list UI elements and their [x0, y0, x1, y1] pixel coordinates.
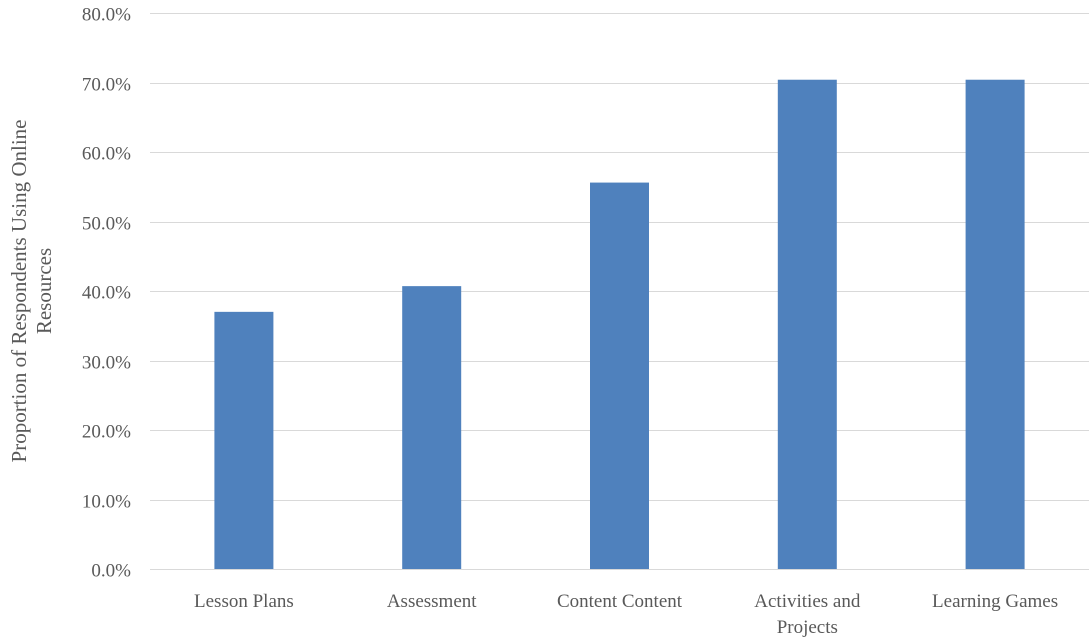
y-tick-label: 60.0%: [82, 144, 131, 165]
y-tick-label: 0.0%: [91, 561, 131, 582]
x-category-label-line: Assessment: [387, 591, 477, 612]
y-tick-label: 10.0%: [82, 492, 131, 513]
y-axis-title: Proportion of Respondents Using OnlineRe…: [7, 120, 56, 463]
x-axis-categories: Lesson Plans Assessment Content Content Act…: [194, 591, 1058, 638]
y-axis-ticks: 0.0% 10.0% 20.0% 30.0% 40.0% 50.0% 60.0% 70.0% 8…: [82, 5, 131, 582]
y-tick-label: 20.0%: [82, 422, 131, 443]
y-axis-title-line: Resources: [32, 248, 56, 334]
x-category-label-line: Activities and: [754, 591, 861, 612]
x-category-label-line: Content Content: [557, 591, 683, 612]
x-category-label-line: Projects: [777, 617, 838, 638]
bars: [214, 79, 1025, 569]
x-category-label: Content Content: [557, 591, 683, 612]
bar: [777, 79, 837, 569]
y-tick-label: 40.0%: [82, 283, 131, 304]
x-category-label-line: Lesson Plans: [194, 591, 294, 612]
x-category-label: Lesson Plans: [194, 591, 294, 612]
bar: [402, 286, 462, 569]
y-axis-title-line: Proportion of Respondents Using Online: [7, 120, 31, 463]
y-tick-label: 80.0%: [82, 5, 131, 26]
x-category-label-line: Learning Games: [932, 591, 1058, 612]
bar: [965, 79, 1025, 569]
x-category-label: Assessment: [387, 591, 477, 612]
bar: [214, 311, 274, 569]
y-tick-label: 70.0%: [82, 75, 131, 96]
x-category-label: Activities and Projects: [754, 591, 861, 638]
bar: [590, 182, 649, 569]
y-axis-title: Proportion of Respondents Using OnlineRe…: [7, 120, 56, 463]
y-tick-label: 30.0%: [82, 353, 131, 374]
x-category-label: Learning Games: [932, 591, 1058, 612]
y-tick-label: 50.0%: [82, 214, 131, 235]
y-axis-title-group: Proportion of Respondents Using OnlineRe…: [7, 120, 56, 463]
